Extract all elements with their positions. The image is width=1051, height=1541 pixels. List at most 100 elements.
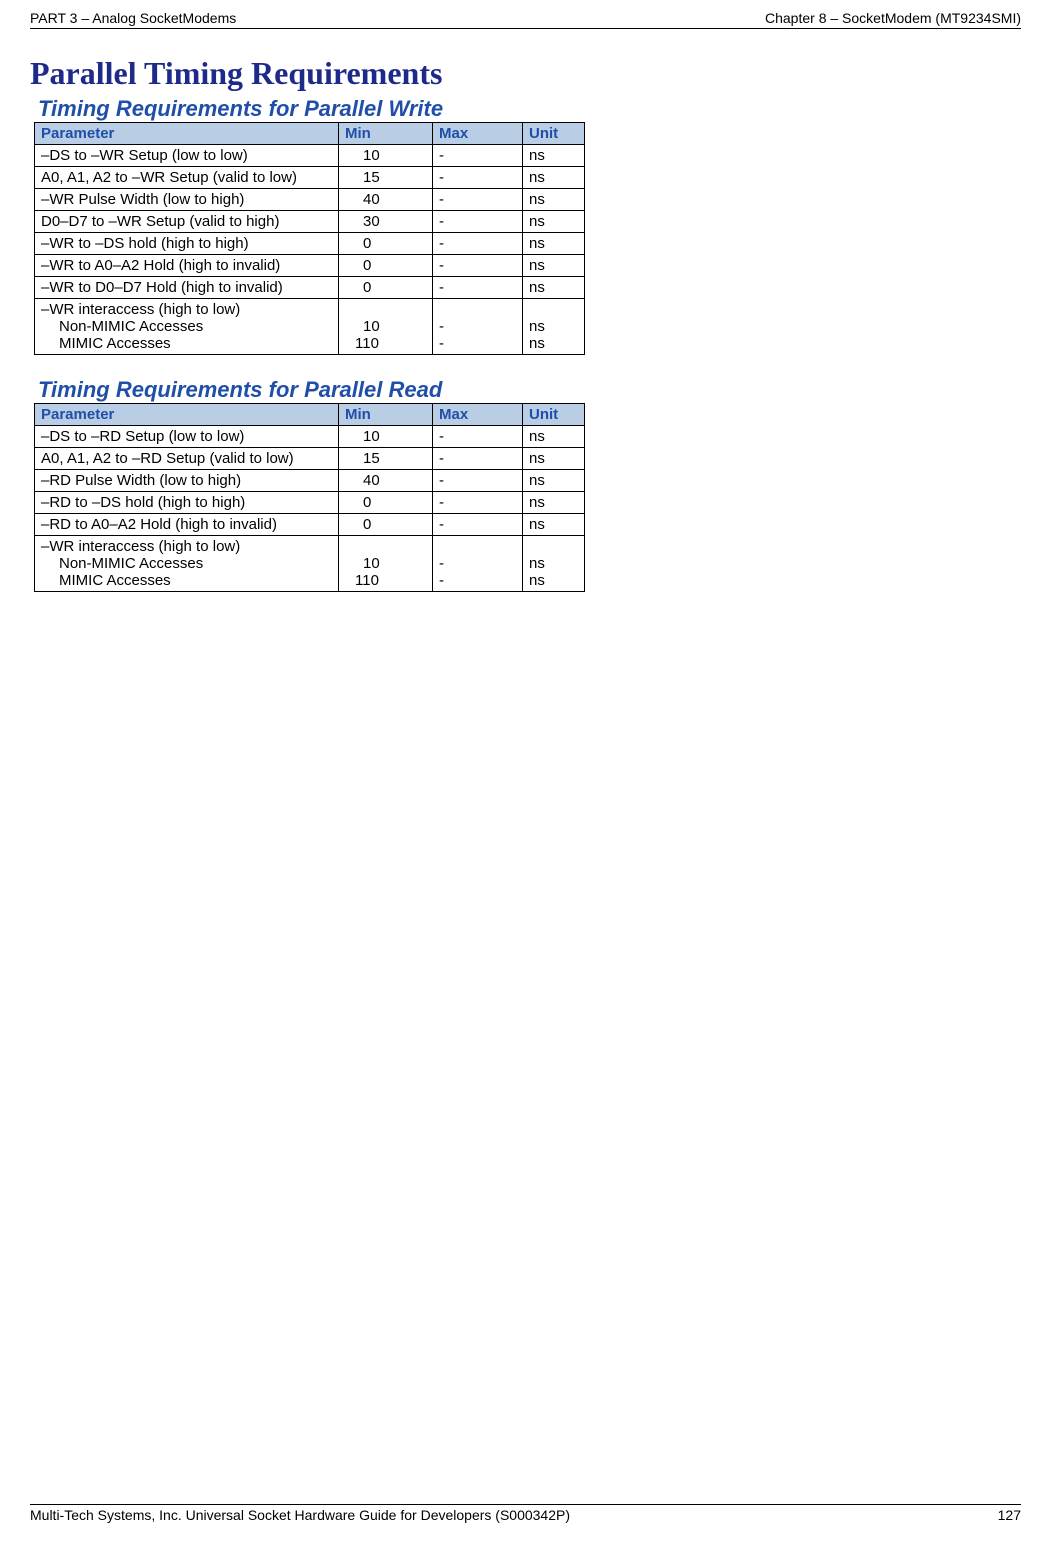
max-value: - bbox=[439, 572, 516, 589]
min-cell: 15 bbox=[339, 167, 433, 189]
unit-cell: nsns bbox=[523, 299, 585, 355]
table-row: –DS to –WR Setup (low to low)10-ns bbox=[35, 145, 585, 167]
param-cell: A0, A1, A2 to –WR Setup (valid to low) bbox=[35, 167, 339, 189]
max-value: - bbox=[439, 555, 516, 572]
unit-value: ns bbox=[529, 335, 578, 352]
min-cell: 10 bbox=[339, 145, 433, 167]
param-cell: –WR to –DS hold (high to high) bbox=[35, 233, 339, 255]
max-cell: -- bbox=[433, 536, 523, 592]
param-cell: –DS to –RD Setup (low to low) bbox=[35, 426, 339, 448]
table-header-row: ParameterMinMaxUnit bbox=[35, 404, 585, 426]
max-value: - bbox=[439, 335, 516, 352]
table-header-cell: Unit bbox=[523, 404, 585, 426]
section-heading: Timing Requirements for Parallel Read bbox=[38, 377, 1021, 403]
table-header-cell: Parameter bbox=[35, 404, 339, 426]
table-block: Timing Requirements for Parallel ReadPar… bbox=[34, 377, 1021, 592]
min-cell: 30 bbox=[339, 211, 433, 233]
min-cell: 0 bbox=[339, 492, 433, 514]
table-header-cell: Min bbox=[339, 123, 433, 145]
unit-value: ns bbox=[529, 572, 578, 589]
max-cell: - bbox=[433, 189, 523, 211]
table-header-cell: Max bbox=[433, 123, 523, 145]
header-right: Chapter 8 – SocketModem (MT9234SMI) bbox=[765, 10, 1021, 26]
unit-cell: ns bbox=[523, 448, 585, 470]
unit-cell: ns bbox=[523, 470, 585, 492]
min-cell: 40 bbox=[339, 189, 433, 211]
param-cell: –RD to A0–A2 Hold (high to invalid) bbox=[35, 514, 339, 536]
table-row: –DS to –RD Setup (low to low)10-ns bbox=[35, 426, 585, 448]
unit-cell: ns bbox=[523, 255, 585, 277]
param-sub: Non-MIMIC Accesses bbox=[41, 555, 332, 572]
max-cell: - bbox=[433, 426, 523, 448]
unit-cell: ns bbox=[523, 514, 585, 536]
max-cell: - bbox=[433, 255, 523, 277]
min-cell: 15 bbox=[339, 448, 433, 470]
footer-left: Multi-Tech Systems, Inc. Universal Socke… bbox=[30, 1507, 570, 1523]
min-cell: 10 bbox=[339, 426, 433, 448]
unit-cell: ns bbox=[523, 167, 585, 189]
max-cell: -- bbox=[433, 299, 523, 355]
table-row: –RD Pulse Width (low to high)40-ns bbox=[35, 470, 585, 492]
param-main: –WR interaccess (high to low) bbox=[41, 538, 240, 555]
table-row: D0–D7 to –WR Setup (valid to high)30-ns bbox=[35, 211, 585, 233]
param-cell: –DS to –WR Setup (low to low) bbox=[35, 145, 339, 167]
header-left: PART 3 – Analog SocketModems bbox=[30, 10, 236, 26]
max-cell: - bbox=[433, 514, 523, 536]
unit-cell: ns bbox=[523, 189, 585, 211]
min-cell: 0 bbox=[339, 277, 433, 299]
param-cell: –RD to –DS hold (high to high) bbox=[35, 492, 339, 514]
min-cell: 0 bbox=[339, 255, 433, 277]
unit-cell: ns bbox=[523, 277, 585, 299]
unit-cell: ns bbox=[523, 426, 585, 448]
min-cell: 40 bbox=[339, 470, 433, 492]
param-main: –WR interaccess (high to low) bbox=[41, 301, 240, 318]
max-cell: - bbox=[433, 448, 523, 470]
param-cell: D0–D7 to –WR Setup (valid to high) bbox=[35, 211, 339, 233]
min-cell: 0 bbox=[339, 514, 433, 536]
max-value: - bbox=[439, 318, 516, 335]
max-cell: - bbox=[433, 277, 523, 299]
param-cell: –RD Pulse Width (low to high) bbox=[35, 470, 339, 492]
table-header-cell: Min bbox=[339, 404, 433, 426]
table-block: Timing Requirements for Parallel WritePa… bbox=[34, 96, 1021, 355]
table-header-row: ParameterMinMaxUnit bbox=[35, 123, 585, 145]
table-row: –WR Pulse Width (low to high)40-ns bbox=[35, 189, 585, 211]
unit-cell: ns bbox=[523, 211, 585, 233]
table-row: A0, A1, A2 to –RD Setup (valid to low)15… bbox=[35, 448, 585, 470]
max-cell: - bbox=[433, 492, 523, 514]
table-row: –WR interaccess (high to low)Non-MIMIC A… bbox=[35, 299, 585, 355]
tables-container: Timing Requirements for Parallel WritePa… bbox=[30, 96, 1021, 592]
min-cell: 10110 bbox=[339, 536, 433, 592]
min-value: 110 bbox=[345, 572, 426, 589]
table-row: –WR to A0–A2 Hold (high to invalid)0-ns bbox=[35, 255, 585, 277]
unit-cell: nsns bbox=[523, 536, 585, 592]
table-row: –WR to –DS hold (high to high)0-ns bbox=[35, 233, 585, 255]
param-cell: –WR Pulse Width (low to high) bbox=[35, 189, 339, 211]
param-cell: –WR interaccess (high to low)Non-MIMIC A… bbox=[35, 299, 339, 355]
max-cell: - bbox=[433, 233, 523, 255]
param-cell: A0, A1, A2 to –RD Setup (valid to low) bbox=[35, 448, 339, 470]
unit-cell: ns bbox=[523, 145, 585, 167]
max-cell: - bbox=[433, 167, 523, 189]
min-cell: 10110 bbox=[339, 299, 433, 355]
max-cell: - bbox=[433, 470, 523, 492]
min-value: 10 bbox=[345, 318, 426, 335]
table-row: –WR interaccess (high to low)Non-MIMIC A… bbox=[35, 536, 585, 592]
table-header-cell: Unit bbox=[523, 123, 585, 145]
timing-table: ParameterMinMaxUnit–DS to –WR Setup (low… bbox=[34, 122, 585, 355]
unit-cell: ns bbox=[523, 233, 585, 255]
page-header: PART 3 – Analog SocketModems Chapter 8 –… bbox=[30, 10, 1021, 29]
table-row: –RD to A0–A2 Hold (high to invalid)0-ns bbox=[35, 514, 585, 536]
min-value: 10 bbox=[345, 555, 426, 572]
max-cell: - bbox=[433, 145, 523, 167]
unit-cell: ns bbox=[523, 492, 585, 514]
param-sub: MIMIC Accesses bbox=[41, 335, 332, 352]
footer-right-page-number: 127 bbox=[998, 1507, 1021, 1523]
table-header-cell: Max bbox=[433, 404, 523, 426]
max-cell: - bbox=[433, 211, 523, 233]
param-cell: –WR to A0–A2 Hold (high to invalid) bbox=[35, 255, 339, 277]
table-row: –RD to –DS hold (high to high)0-ns bbox=[35, 492, 585, 514]
param-cell: –WR interaccess (high to low)Non-MIMIC A… bbox=[35, 536, 339, 592]
min-value: 110 bbox=[345, 335, 426, 352]
unit-value: ns bbox=[529, 555, 578, 572]
